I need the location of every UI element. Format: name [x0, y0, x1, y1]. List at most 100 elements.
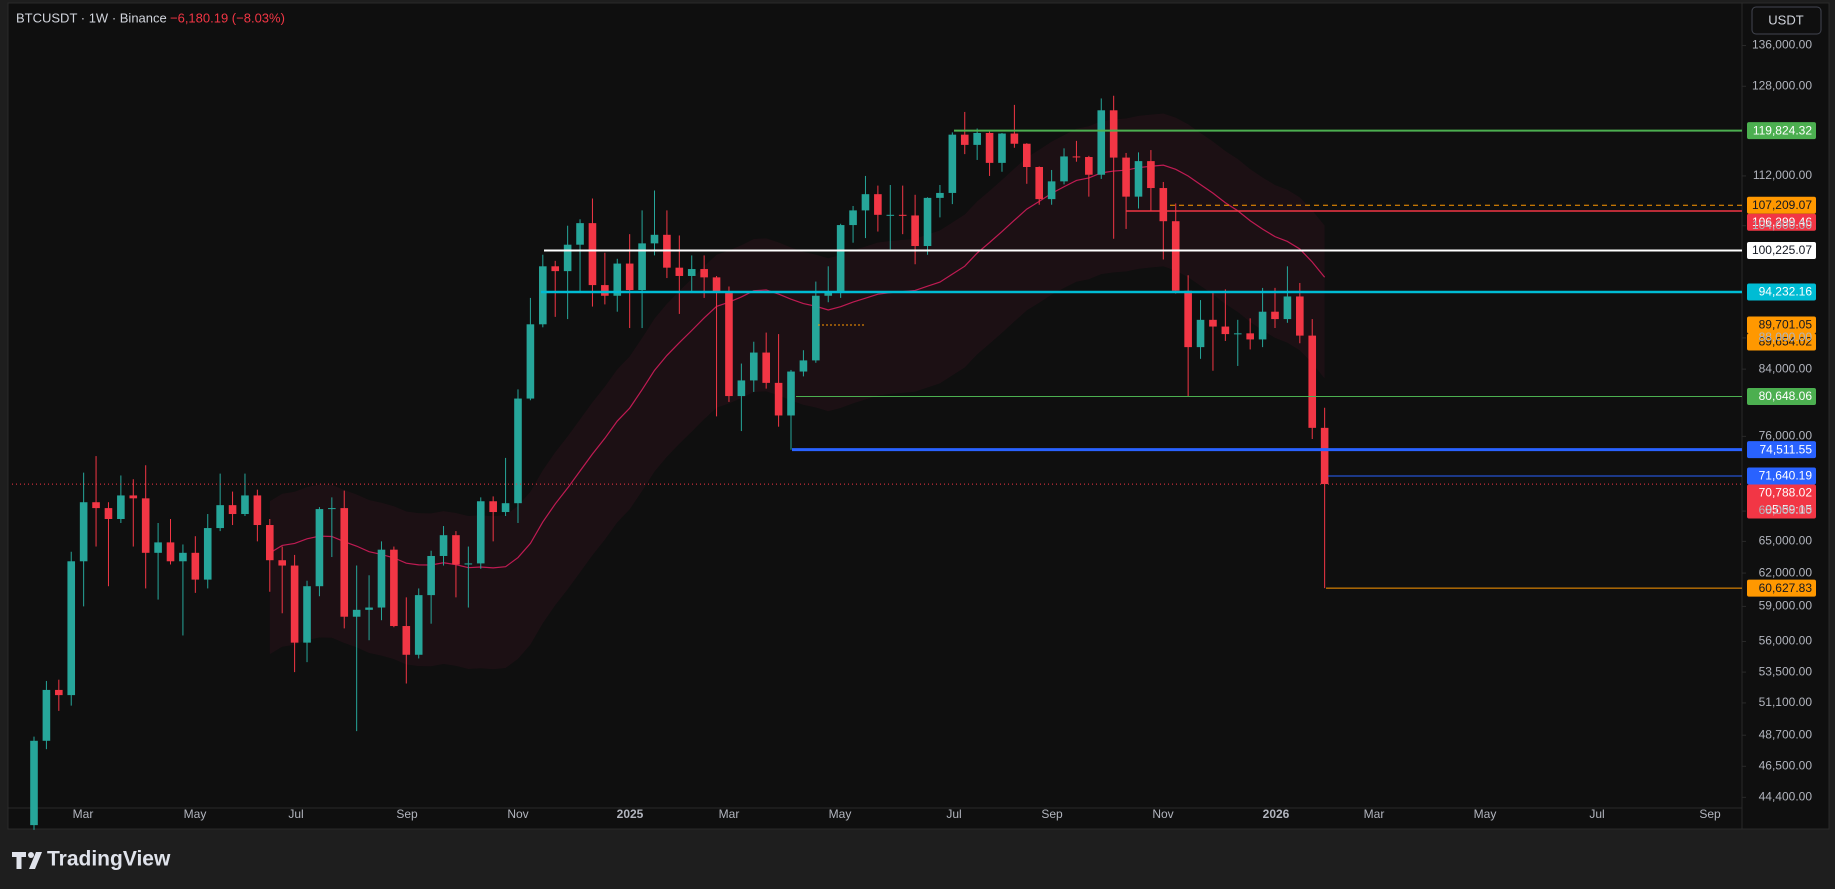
x-tick-label: Mar — [719, 807, 740, 821]
candle-body — [241, 495, 249, 515]
candle-body — [79, 502, 88, 562]
x-tick-label: Mar — [1364, 807, 1385, 821]
candle-body — [365, 607, 373, 610]
candle-body — [154, 542, 162, 553]
candle-body — [1184, 290, 1192, 348]
candle-body — [501, 503, 510, 513]
change-text: −6,180.19 (−8.03%) — [170, 10, 285, 25]
currency-label[interactable]: USDT — [1768, 12, 1803, 27]
candle-body — [179, 552, 187, 562]
candle-body — [774, 382, 783, 416]
candle-body — [1023, 143, 1031, 168]
candle-body — [762, 352, 770, 383]
candle-body — [340, 508, 349, 617]
axis-layer: 136,000.00 128,000.00 112,000.00 104,000.00… — [73, 38, 1813, 821]
candle-body — [1271, 311, 1279, 320]
candle-body — [1097, 110, 1106, 175]
candle-body — [315, 509, 324, 587]
candle-body — [700, 269, 708, 278]
brand-name[interactable]: TradingView — [47, 848, 171, 871]
y-tick-label: 65,000.00 — [1759, 534, 1813, 548]
y-tick-label: 51,100.00 — [1759, 695, 1813, 709]
price-label-bg — [1747, 316, 1816, 334]
candles-layer — [30, 95, 1329, 830]
price-label-bg — [1747, 467, 1816, 485]
candle-body — [1320, 427, 1329, 485]
price-label-bg — [1747, 484, 1816, 519]
logo-mark-2 — [29, 852, 42, 869]
candle-body — [328, 508, 336, 510]
candle-body — [265, 525, 274, 561]
candle-body — [1085, 157, 1093, 175]
price-label-bg — [1747, 242, 1816, 260]
candle-body — [1283, 296, 1292, 320]
price-label: 74,511.55 — [1760, 442, 1813, 456]
candle-body — [489, 501, 497, 513]
x-tick-label: Jul — [946, 807, 961, 821]
candle-body — [166, 542, 175, 562]
candle-body — [712, 277, 721, 292]
candle-body — [960, 134, 969, 145]
y-tick-label: 76,000.00 — [1759, 429, 1813, 443]
candle-body — [1035, 167, 1044, 200]
ma-ribbon — [269, 113, 1325, 670]
candle-body — [1233, 333, 1242, 335]
candle-body — [799, 360, 808, 372]
candle-body — [625, 263, 634, 291]
x-tick-label: Jul — [288, 807, 303, 821]
y-tick-label: 84,000.00 — [1759, 361, 1813, 375]
candle-body — [104, 508, 113, 520]
y-tick-label: 56,000.00 — [1759, 634, 1813, 648]
candle-body — [539, 266, 547, 325]
y-tick-label: 104,000.00 — [1752, 218, 1812, 232]
price-label: 89,654.02 — [1759, 335, 1813, 349]
y-tick-label: 112,000.00 — [1753, 168, 1812, 182]
y-tick-label: 88,000.00 — [1759, 330, 1813, 344]
y-tick-label: 62,000.00 — [1759, 565, 1813, 579]
candle-body — [228, 505, 237, 515]
price-label: 106,299.46 — [1752, 215, 1812, 229]
price-label: 71,640.19 — [1759, 469, 1813, 483]
price-label: 60,627.83 — [1759, 581, 1813, 595]
price-label: 70,788.02 — [1759, 486, 1813, 500]
candle-body — [1171, 221, 1180, 291]
candle-body — [836, 225, 845, 292]
x-tick-label: Jul — [1589, 807, 1604, 821]
candle-body — [998, 133, 1006, 163]
y-tick-label: 46,500.00 — [1759, 758, 1813, 772]
candle-body — [886, 214, 895, 216]
candle-body — [1258, 311, 1267, 340]
price-label: 89,701.05 — [1759, 318, 1813, 332]
x-tick-label: Nov — [507, 807, 528, 821]
levels-layer: 119,824.32 107,209.07 106,299.46 100,225.07… — [12, 122, 1816, 597]
candle-body — [812, 295, 820, 361]
candle-body — [613, 263, 622, 296]
candle-body — [824, 291, 833, 296]
candle-body — [1209, 319, 1217, 327]
candle-body — [92, 502, 100, 509]
candle-body — [1047, 181, 1056, 200]
candle-body — [1010, 133, 1019, 144]
candle-body — [874, 194, 882, 215]
price-label-bg — [1747, 441, 1816, 459]
candle-body — [30, 740, 38, 826]
currency-button[interactable] — [1751, 6, 1822, 35]
candle-body — [588, 223, 597, 286]
candle-body — [377, 549, 386, 608]
candle-body — [1134, 161, 1143, 197]
candle-body — [476, 501, 485, 564]
y-tick-label: 48,700.00 — [1759, 727, 1813, 741]
chart-pane — [7, 2, 1830, 830]
candle-body — [936, 192, 944, 198]
candle-body — [1296, 296, 1304, 336]
candle-body — [129, 495, 138, 499]
candle-body — [576, 223, 584, 245]
x-tick-label: May — [1474, 807, 1497, 821]
candle-body — [55, 689, 63, 696]
candle-body — [787, 371, 795, 416]
x-tick-label: Sep — [396, 807, 418, 821]
brand-logo[interactable]: TradingView — [12, 848, 171, 871]
candle-body — [1159, 188, 1168, 222]
candle-body — [973, 132, 981, 145]
